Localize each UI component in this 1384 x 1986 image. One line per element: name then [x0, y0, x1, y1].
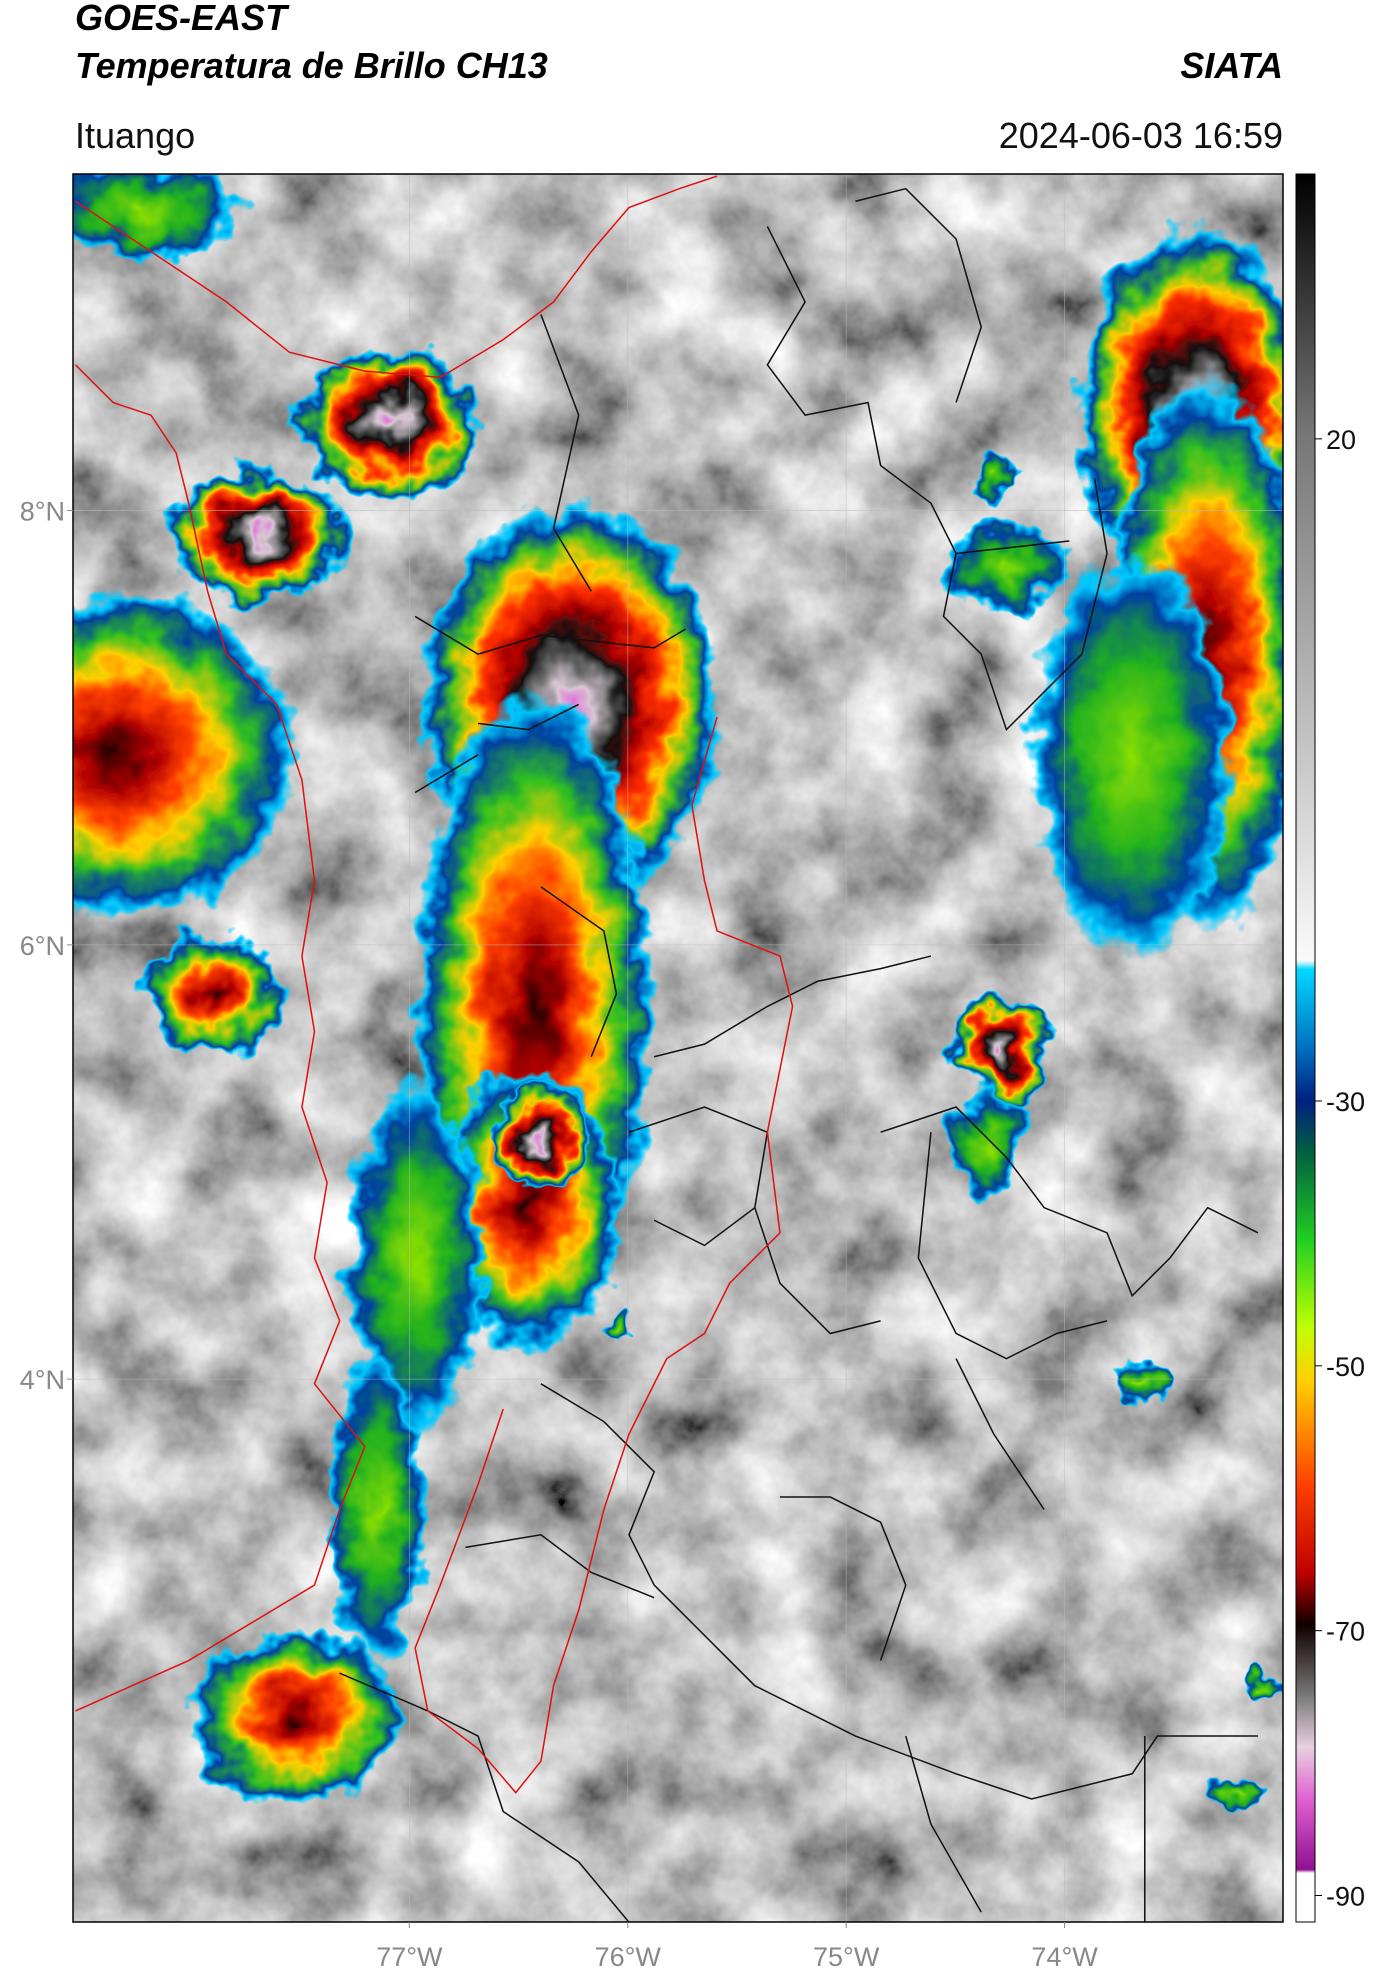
grid	[73, 174, 1283, 1922]
storm-cell	[601, 1312, 632, 1343]
map-image	[73, 174, 1283, 1922]
source: SIATA	[1180, 45, 1283, 86]
y-tick-label: 4°N	[20, 1365, 65, 1395]
colorbar-tick-label: -50	[1326, 1352, 1365, 1382]
storm-cell	[943, 522, 1070, 611]
x-tick-label: 74°W	[1031, 1942, 1098, 1972]
storm-cell	[144, 930, 284, 1057]
datetime: 2024-06-03 16:59	[999, 115, 1283, 156]
storm-cell	[73, 174, 246, 262]
storm-cell	[954, 993, 1051, 1108]
colorbar-tick-label: -70	[1326, 1617, 1365, 1647]
title: GOES-EAST	[75, 0, 290, 38]
borders	[74, 175, 1259, 1922]
colorbar-tick-label: -90	[1326, 1882, 1365, 1912]
storm-cell	[1242, 1673, 1274, 1699]
storm-cell	[1031, 553, 1233, 957]
storm-cells	[73, 174, 1283, 1808]
location: Ituango	[75, 115, 195, 156]
storm-cell	[295, 345, 485, 497]
storm-cell	[327, 1358, 428, 1661]
storm-cell	[971, 452, 1017, 504]
storm-cell	[345, 1081, 485, 1435]
x-tick-label: 76°W	[595, 1942, 662, 1972]
axes: 77°W 76°W 75°W 74°W 8°N 6°N 4°N 20 -30 -50 -70 -90	[20, 425, 1365, 1972]
colorbar-tick-label: -30	[1326, 1087, 1365, 1117]
storm-cell	[188, 1629, 403, 1806]
storm-cell	[169, 465, 346, 604]
x-tick-label: 77°W	[376, 1942, 443, 1972]
storm-cell	[490, 1081, 592, 1196]
colorbar-tick-label: 20	[1326, 425, 1356, 455]
storm-cell	[73, 591, 296, 919]
colorbar	[1295, 173, 1316, 1923]
x-tick-label: 75°W	[813, 1942, 880, 1972]
subtitle: Temperatura de Brillo CH13	[75, 45, 548, 86]
y-tick-label: 6°N	[20, 931, 65, 961]
map-frame	[72, 173, 1284, 1923]
storm-cell	[949, 1094, 1026, 1196]
storm-cell	[1207, 1777, 1258, 1808]
y-tick-label: 8°N	[20, 497, 65, 527]
storm-cell	[1117, 1361, 1173, 1407]
